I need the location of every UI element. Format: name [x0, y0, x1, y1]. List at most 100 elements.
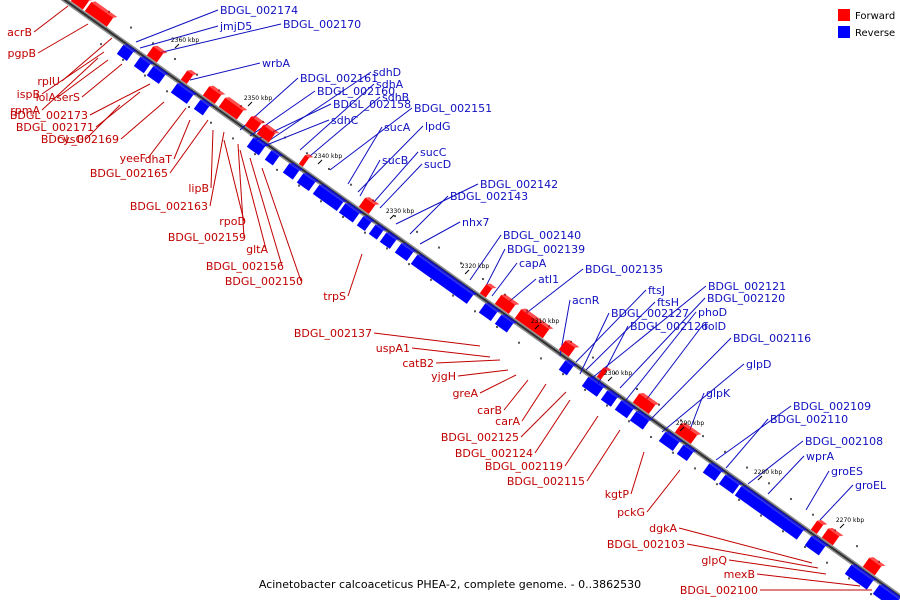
forward-gene: [674, 422, 702, 444]
forward-connector: [37, 23, 89, 54]
forward-connector: [756, 573, 861, 587]
reverse-gene-label: BDGL_002121: [708, 280, 786, 293]
forward-connector: [41, 57, 99, 111]
reverse-gene-label: BDGL_002143: [450, 190, 528, 203]
legend-reverse-swatch: [838, 26, 850, 38]
reverse-connector: [135, 9, 219, 43]
reverse-gene-label: sucA: [384, 121, 411, 134]
forward-gene: [514, 308, 554, 339]
reverse-gene: [282, 162, 304, 180]
reverse-gene-label: BDGL_002108: [805, 435, 883, 448]
reverse-gene: [246, 137, 270, 156]
reverse-gene-label: groES: [831, 465, 863, 478]
reverse-gene: [558, 359, 578, 376]
forward-gene-label: serS: [56, 91, 80, 104]
forward-connector: [249, 157, 283, 267]
reverse-gene: [494, 314, 518, 333]
kbp-tick-label: 2300 kbp: [604, 370, 632, 377]
reverse-connector: [625, 311, 697, 401]
reverse-gene-label: BDGL_002127: [611, 307, 689, 320]
forward-gene-label: BDGL_002150: [225, 275, 303, 288]
reverse-gene: [146, 65, 170, 84]
legend-reverse-label: Reverse: [855, 28, 895, 39]
forward-connector: [89, 83, 151, 116]
forward-gene-label: acrB: [7, 26, 32, 39]
reverse-gene: [844, 564, 878, 590]
reverse-connector: [395, 183, 479, 225]
reverse-gene-label: BDGL_002140: [503, 229, 581, 242]
reverse-connector: [575, 289, 647, 363]
forward-connector: [237, 143, 245, 238]
forward-connector: [678, 527, 813, 564]
forward-gene-label: rplU: [37, 75, 60, 88]
forward-gene: [810, 519, 828, 534]
forward-connector: [239, 149, 267, 250]
forward-connector: [61, 37, 113, 82]
reverse-gene-label: groEL: [855, 479, 887, 492]
reverse-connector: [409, 195, 449, 235]
forward-gene-label: trpS: [323, 290, 346, 303]
reverse-connector: [747, 440, 804, 485]
gene-features: [70, 0, 900, 600]
forward-connector: [347, 253, 363, 297]
forward-gene-label: greA: [452, 387, 478, 400]
reverse-gene: [356, 215, 376, 232]
forward-gene-label: yeeF: [120, 152, 146, 165]
forward-gene: [358, 197, 380, 214]
reverse-connector: [379, 163, 423, 209]
forward-gene: [596, 367, 612, 380]
label-connectors: [33, 5, 872, 591]
forward-gene-label: dgkA: [649, 522, 677, 535]
kbp-tick-label: 2280 kbp: [754, 469, 782, 476]
kbp-tick-label: 2270 kbp: [836, 517, 864, 524]
reverse-connector: [347, 126, 383, 185]
reverse-gene-label: ftsJ: [648, 284, 665, 297]
forward-gene-label: rpoD: [219, 215, 246, 228]
reverse-gene-label: BDGL_002160: [317, 85, 395, 98]
reverse-gene-label: acnR: [572, 294, 600, 307]
reverse-gene-label: BDGL_002135: [585, 263, 663, 276]
reverse-gene: [600, 389, 622, 407]
reverse-gene: [379, 232, 401, 249]
reverse-gene-label: BDGL_002142: [480, 178, 558, 191]
reverse-gene: [338, 202, 364, 223]
reverse-gene-label: glpK: [706, 387, 731, 400]
reverse-connector: [299, 83, 375, 151]
forward-gene: [180, 69, 198, 84]
reverse-gene: [478, 302, 502, 322]
forward-connector: [564, 415, 599, 467]
forward-gene-label: cysG: [57, 133, 84, 146]
forward-connector: [520, 391, 567, 438]
reverse-connector: [269, 71, 372, 141]
reverse-gene-label: BDGL_002161: [300, 72, 378, 85]
forward-gene-label: BDGL_002100: [680, 584, 758, 597]
reverse-gene: [614, 399, 638, 419]
forward-connector: [457, 369, 509, 377]
reverse-connector: [419, 221, 461, 245]
reverse-gene: [264, 149, 284, 166]
reverse-connector: [491, 262, 518, 297]
forward-gene: [298, 154, 314, 167]
reverse-connector: [469, 234, 502, 281]
reverse-gene-label: ftsH: [657, 296, 679, 309]
forward-connector: [521, 383, 547, 422]
forward-connector: [503, 379, 529, 411]
forward-connector: [120, 101, 165, 140]
reverse-connector: [725, 418, 769, 469]
forward-gene-label: lipB: [188, 182, 209, 195]
kbp-tick-label: 2350 kbp: [244, 95, 272, 102]
forward-connector: [534, 399, 571, 454]
reverse-connector: [329, 107, 413, 171]
reverse-gene: [718, 474, 744, 494]
forward-gene-label: pgpB: [8, 47, 37, 60]
reverse-connector: [139, 25, 219, 49]
reverse-connector: [579, 312, 610, 375]
reverse-gene: [296, 172, 320, 192]
forward-connector: [173, 119, 191, 160]
forward-gene: [244, 115, 266, 133]
reverse-connector: [359, 159, 381, 197]
reverse-connector: [651, 337, 732, 419]
kbp-tick-label: 2290 kbp: [676, 420, 704, 427]
forward-gene-label: BDGL_002125: [441, 431, 519, 444]
